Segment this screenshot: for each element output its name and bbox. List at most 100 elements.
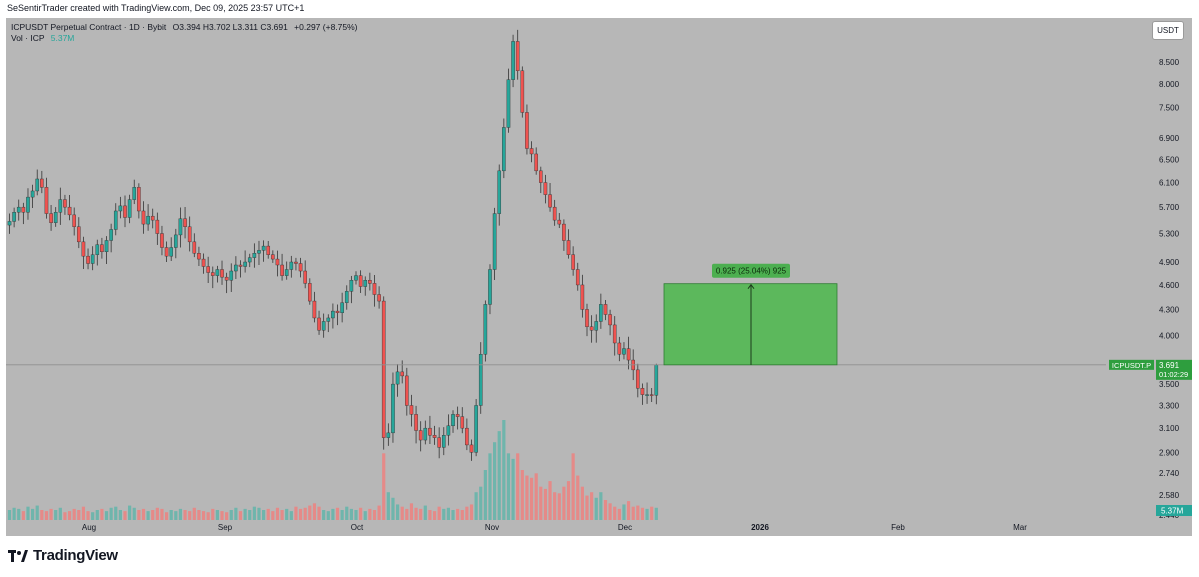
candle-body bbox=[423, 427, 428, 441]
volume-bar bbox=[368, 508, 372, 520]
price-chart-svg[interactable]: 0.925 (25.04%) 925 8.500 8.000 7.500 6.900 6.… bbox=[6, 18, 1192, 536]
last-price-text: 3.691 bbox=[1159, 361, 1180, 370]
volume-bar bbox=[432, 511, 437, 520]
volume-axis-text: 5.37M bbox=[1161, 507, 1184, 516]
candle-body bbox=[331, 310, 335, 319]
price-axis-tick: 2.740 bbox=[1159, 469, 1180, 478]
candle-body bbox=[183, 218, 187, 227]
candle-body bbox=[247, 257, 252, 263]
volume-bar bbox=[63, 512, 67, 520]
volume-bar bbox=[650, 506, 654, 520]
candle-body bbox=[220, 269, 224, 278]
candle-body bbox=[645, 394, 649, 396]
candle-body bbox=[174, 234, 178, 248]
volume-bar bbox=[636, 505, 640, 520]
target-arrow-head bbox=[747, 283, 755, 289]
candle-body bbox=[391, 383, 395, 434]
price-axis-tick: 4.600 bbox=[1159, 281, 1180, 290]
volume-bar bbox=[576, 475, 580, 520]
price-axis-tick: 3.500 bbox=[1159, 380, 1180, 389]
volume-bar bbox=[280, 510, 284, 520]
volume-bar bbox=[238, 511, 243, 520]
candle-body bbox=[506, 79, 511, 128]
candle-body bbox=[511, 41, 515, 80]
volume-bar bbox=[178, 508, 183, 520]
candle-body bbox=[234, 264, 238, 272]
volume-bar bbox=[520, 470, 524, 520]
volume-bar bbox=[395, 504, 400, 520]
candle-body bbox=[141, 210, 146, 225]
volume-bar bbox=[626, 501, 631, 520]
candle-body bbox=[381, 300, 386, 438]
price-axis-tick: 6.900 bbox=[1159, 134, 1180, 143]
time-axis-tick: Dec bbox=[618, 523, 632, 532]
price-axis-tick: 2.900 bbox=[1159, 448, 1180, 457]
candle-body bbox=[488, 269, 492, 305]
candle-body bbox=[437, 437, 441, 448]
volume-bar bbox=[599, 492, 603, 520]
candle-body bbox=[317, 317, 321, 331]
volume-bar bbox=[104, 511, 109, 520]
volume-bar bbox=[54, 510, 58, 520]
volume-bar bbox=[562, 486, 566, 520]
candle-body bbox=[363, 280, 368, 287]
volume-bar bbox=[201, 511, 206, 520]
volume-bar bbox=[456, 508, 460, 520]
time-axis-tick: Nov bbox=[485, 523, 499, 532]
volume-bar bbox=[312, 503, 317, 520]
candle-body bbox=[405, 375, 409, 406]
candle-body bbox=[192, 241, 197, 254]
legend-symbol[interactable]: ICPUSDT Perpetual Contract · 1D · Bybit bbox=[11, 22, 167, 32]
volume-bar bbox=[335, 507, 340, 520]
candle-body bbox=[238, 264, 243, 267]
candle-body bbox=[53, 212, 58, 223]
volume-bar bbox=[474, 492, 478, 520]
candle-body bbox=[44, 187, 49, 214]
candle-body bbox=[349, 280, 354, 292]
volume-bar bbox=[229, 510, 233, 520]
last-price-symbol-text: ICPUSDT.P bbox=[1112, 361, 1151, 370]
candle-body bbox=[252, 253, 257, 258]
volume-bar bbox=[285, 508, 289, 520]
volume-bar bbox=[303, 507, 307, 520]
volume-bar bbox=[354, 510, 358, 520]
candle-body bbox=[636, 369, 640, 389]
chart-area[interactable]: ICPUSDT Perpetual Contract · 1D · Bybit … bbox=[6, 18, 1192, 536]
last-price-symbol-badge bbox=[1109, 359, 1154, 370]
volume-bar bbox=[262, 510, 266, 520]
tradingview-logo-icon bbox=[8, 549, 28, 562]
target-label-box bbox=[712, 263, 790, 278]
candle-body bbox=[539, 170, 543, 183]
candle-body bbox=[654, 364, 659, 396]
volume-bar bbox=[141, 508, 146, 520]
currency-button[interactable]: USDT bbox=[1152, 21, 1184, 40]
volume-bar bbox=[197, 510, 201, 520]
candle-body bbox=[368, 280, 372, 284]
volume-bar bbox=[469, 504, 474, 520]
candle-body bbox=[441, 435, 446, 448]
volume-bar bbox=[91, 512, 95, 520]
volume-bar bbox=[243, 508, 247, 520]
candle-body bbox=[492, 213, 497, 270]
volume-bar bbox=[617, 508, 621, 520]
candle-body bbox=[30, 190, 35, 198]
candle-body bbox=[201, 258, 206, 267]
candle-body bbox=[303, 270, 307, 284]
candle-body bbox=[497, 170, 502, 214]
candle-body bbox=[529, 148, 534, 155]
tradingview-brand: TradingView bbox=[33, 547, 118, 564]
candle-body bbox=[478, 354, 483, 406]
volume-bar bbox=[298, 508, 303, 520]
candle-body bbox=[525, 112, 529, 149]
volume-bar bbox=[359, 507, 363, 520]
legend-ohlc: O3.394 H3.702 L3.311 C3.691 bbox=[172, 22, 288, 32]
volume-bar bbox=[511, 458, 515, 520]
time-axis-tick: Mar bbox=[1013, 523, 1027, 532]
volume-bar bbox=[460, 510, 464, 520]
chart-credit: SeSentirTrader created with TradingView.… bbox=[7, 3, 305, 13]
volume-bar bbox=[17, 508, 21, 520]
volume-bar bbox=[465, 506, 469, 520]
countdown-text: 01:02:29 bbox=[1159, 370, 1188, 379]
candle-body bbox=[26, 196, 30, 213]
candle-body bbox=[400, 371, 405, 377]
